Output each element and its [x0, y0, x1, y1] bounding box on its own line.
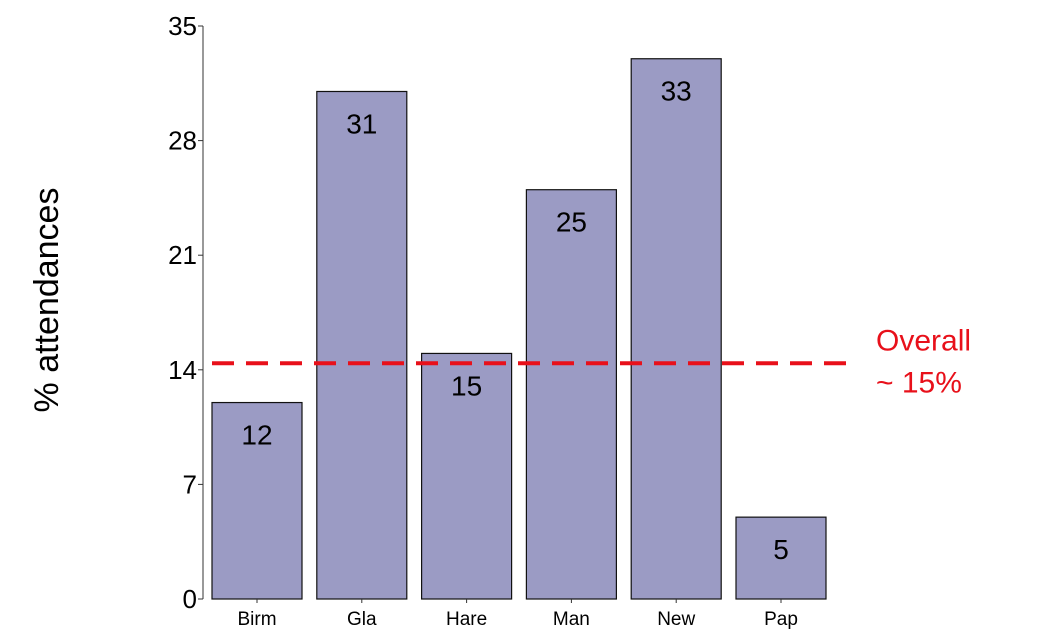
- bar-gla: [316, 90, 408, 600]
- y-axis-label: % attendances: [28, 188, 66, 413]
- bar-pap: [735, 516, 827, 600]
- bar-new: [630, 58, 722, 600]
- x-tick-label: Pap: [764, 609, 798, 630]
- bar-value-label: 31: [346, 108, 377, 139]
- bar-man: [525, 189, 618, 600]
- bar-value-label: 25: [556, 207, 587, 238]
- overall-value-label: ~ 15%: [876, 366, 962, 399]
- x-tick-label: Man: [553, 609, 590, 630]
- y-tick-label: 0: [183, 584, 197, 614]
- bar-value-label: 5: [773, 534, 789, 565]
- bar-value-label: 12: [241, 420, 272, 451]
- bar-value-label: 33: [661, 76, 692, 107]
- x-tick-label: Gla: [347, 609, 377, 630]
- bar-value-label: 15: [451, 370, 482, 401]
- y-tick-label: 7: [183, 469, 197, 499]
- overall-label: Overall: [876, 324, 971, 357]
- x-tick-label: Hare: [446, 609, 487, 630]
- x-axis-labels: Birm Gla Hare Man New Pap: [237, 599, 798, 630]
- y-tick-label: 35: [168, 11, 197, 41]
- x-tick-label: New: [657, 609, 695, 630]
- bar-hare: [421, 352, 513, 600]
- y-tick-label: 21: [168, 240, 197, 270]
- y-axis-ticks: 0 7 14 21 28 35: [168, 11, 203, 614]
- bars-group: 12 31 15 25 33 5: [211, 58, 827, 600]
- x-tick-label: Birm: [237, 609, 276, 630]
- y-tick-label: 14: [168, 355, 197, 385]
- y-tick-label: 28: [168, 126, 197, 156]
